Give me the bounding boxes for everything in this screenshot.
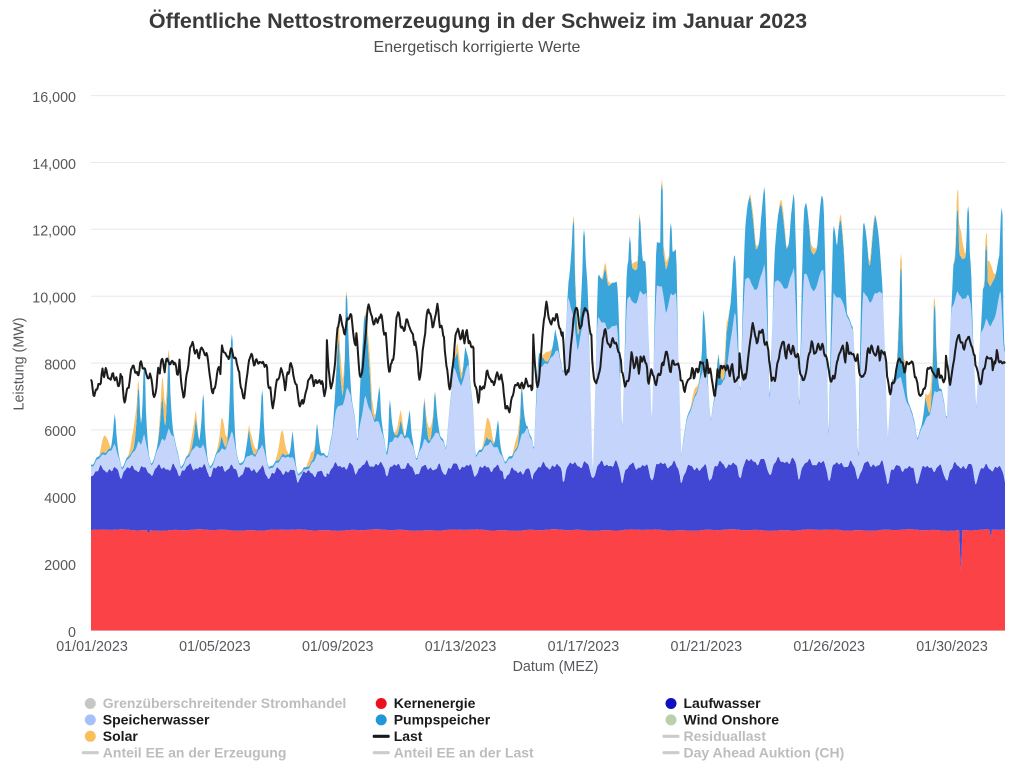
svg-text:Last: Last: [394, 728, 423, 744]
svg-text:Datum (MEZ): Datum (MEZ): [513, 659, 599, 675]
svg-text:Grenzüberschreitender Stromhan: Grenzüberschreitender Stromhandel: [103, 695, 347, 711]
svg-text:01/13/2023: 01/13/2023: [425, 639, 497, 655]
svg-text:0: 0: [68, 625, 76, 641]
svg-text:4000: 4000: [44, 491, 76, 507]
svg-text:6000: 6000: [44, 424, 76, 440]
svg-text:Anteil EE an der Erzeugung: Anteil EE an der Erzeugung: [103, 744, 287, 760]
svg-text:Residuallast: Residuallast: [684, 728, 767, 744]
svg-text:Leistung (MW): Leistung (MW): [12, 318, 28, 411]
svg-text:10,000: 10,000: [32, 291, 76, 307]
svg-text:01/09/2023: 01/09/2023: [302, 639, 374, 655]
svg-text:01/17/2023: 01/17/2023: [548, 639, 620, 655]
svg-text:01/21/2023: 01/21/2023: [671, 639, 743, 655]
svg-text:Speicherwasser: Speicherwasser: [103, 712, 210, 728]
svg-text:Öffentliche Nettostromerzeugun: Öffentliche Nettostromerzeugung in der S…: [149, 8, 807, 33]
svg-text:Energetisch korrigierte Werte: Energetisch korrigierte Werte: [374, 39, 581, 56]
svg-text:Pumpspeicher: Pumpspeicher: [394, 712, 491, 728]
svg-text:2000: 2000: [44, 558, 76, 574]
svg-text:12,000: 12,000: [32, 224, 76, 240]
svg-text:14,000: 14,000: [32, 157, 76, 173]
svg-text:16,000: 16,000: [32, 90, 76, 106]
svg-text:Day Ahead Auktion (CH): Day Ahead Auktion (CH): [684, 744, 845, 760]
svg-text:01/26/2023: 01/26/2023: [793, 639, 865, 655]
svg-text:Laufwasser: Laufwasser: [684, 695, 762, 711]
svg-text:Anteil EE an der Last: Anteil EE an der Last: [394, 744, 534, 760]
svg-text:01/05/2023: 01/05/2023: [179, 639, 251, 655]
svg-text:Wind Onshore: Wind Onshore: [684, 712, 780, 728]
svg-text:01/30/2023: 01/30/2023: [916, 639, 988, 655]
svg-text:8000: 8000: [44, 357, 76, 373]
svg-text:01/01/2023: 01/01/2023: [56, 639, 128, 655]
svg-text:Kernenergie: Kernenergie: [394, 695, 476, 711]
svg-text:Solar: Solar: [103, 728, 139, 744]
